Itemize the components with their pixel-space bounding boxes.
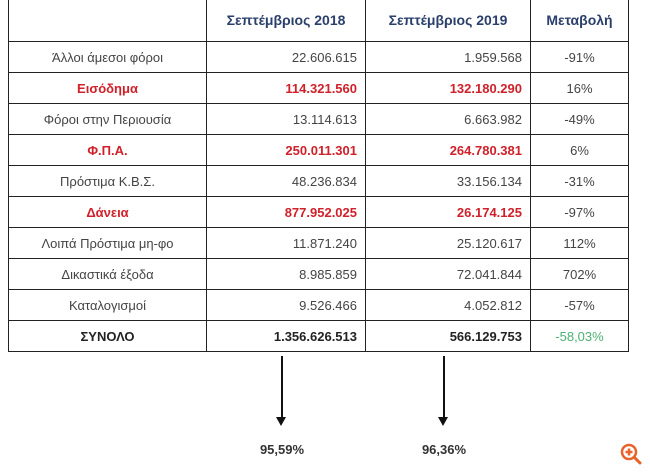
total-change: -58,03% (530, 320, 629, 352)
revenue-table: Σεπτέμβριος 2018 Σεπτέμβριος 2019 Μεταβο… (8, 0, 629, 352)
row-label: Δικαστικά έξοδα (8, 258, 207, 290)
total-row: ΣΥΝΟΛΟ 1.356.626.513 566.129.753 -58,03% (8, 320, 629, 352)
table-row: Άλλοι άμεσοι φόροι 22.606.615 1.959.568 -91… (8, 41, 629, 73)
value-2018: 114.321.560 (206, 72, 366, 104)
change-value: -97% (530, 196, 629, 228)
table-row: Καταλογισμοί 9.526.466 4.052.812 -57% (8, 289, 629, 321)
zoom-in-icon[interactable] (620, 443, 642, 465)
value-2019: 132.180.290 (365, 72, 531, 104)
table-row: Λοιπά Πρόστιμα μη-φο 11.871.240 25.120.617… (8, 227, 629, 259)
table-row: Πρόστιμα Κ.Β.Σ. 48.236.834 33.156.134 -31% (8, 165, 629, 197)
header-2019: Σεπτέμβριος 2019 (365, 0, 531, 42)
row-label: Άλλοι άμεσοι φόροι (8, 41, 207, 73)
value-2019: 264.780.381 (365, 134, 531, 166)
value-2019: 1.959.568 (365, 41, 531, 73)
row-label: Φ.Π.Α. (8, 134, 207, 166)
value-2018: 13.114.613 (206, 103, 366, 135)
header-empty (8, 0, 207, 42)
arrow-down-icon (277, 356, 285, 426)
share-2018: 95,59% (259, 442, 305, 457)
value-2018: 8.985.859 (206, 258, 366, 290)
value-2019: 33.156.134 (365, 165, 531, 197)
table-row: Φόροι στην Περιουσία 13.114.613 6.663.982-… (8, 103, 629, 135)
share-2019: 96,36% (421, 442, 467, 457)
change-value: -57% (530, 289, 629, 321)
value-2018: 22.606.615 (206, 41, 366, 73)
header-change: Μεταβολή (530, 0, 629, 42)
header-2018: Σεπτέμβριος 2018 (206, 0, 366, 42)
header-row: Σεπτέμβριος 2018 Σεπτέμβριος 2019 Μεταβο… (8, 0, 629, 42)
total-2019: 566.129.753 (365, 320, 531, 352)
table-row: Δάνεια 877.952.025 26.174.125 -97% (8, 196, 629, 228)
value-2018: 48.236.834 (206, 165, 366, 197)
value-2018: 877.952.025 (206, 196, 366, 228)
change-value: 6% (530, 134, 629, 166)
row-label: Καταλογισμοί (8, 289, 207, 321)
value-2019: 25.120.617 (365, 227, 531, 259)
row-label: Εισόδημα (8, 72, 207, 104)
row-label: Δάνεια (8, 196, 207, 228)
value-2018: 250.011.301 (206, 134, 366, 166)
table-row: Δικαστικά έξοδα 8.985.859 72.041.844 702% (8, 258, 629, 290)
total-label: ΣΥΝΟΛΟ (8, 320, 207, 352)
row-label: Πρόστιμα Κ.Β.Σ. (8, 165, 207, 197)
table-row: Εισόδημα 114.321.560 132.180.290 16% (8, 72, 629, 104)
change-value: 16% (530, 72, 629, 104)
row-label: Φόροι στην Περιουσία (8, 103, 207, 135)
change-value: -91% (530, 41, 629, 73)
row-label: Λοιπά Πρόστιμα μη-φο (8, 227, 207, 259)
value-2019: 26.174.125 (365, 196, 531, 228)
table-row: Φ.Π.Α. 250.011.301 264.780.381 6% (8, 134, 629, 166)
value-2018: 11.871.240 (206, 227, 366, 259)
value-2019: 4.052.812 (365, 289, 531, 321)
arrow-down-icon (439, 356, 447, 426)
value-2019: 72.041.844 (365, 258, 531, 290)
value-2018: 9.526.466 (206, 289, 366, 321)
change-value: -49% (530, 103, 629, 135)
change-value: 112% (530, 227, 629, 259)
value-2019: 6.663.982 (365, 103, 531, 135)
total-2018: 1.356.626.513 (206, 320, 366, 352)
change-value: -31% (530, 165, 629, 197)
change-value: 702% (530, 258, 629, 290)
